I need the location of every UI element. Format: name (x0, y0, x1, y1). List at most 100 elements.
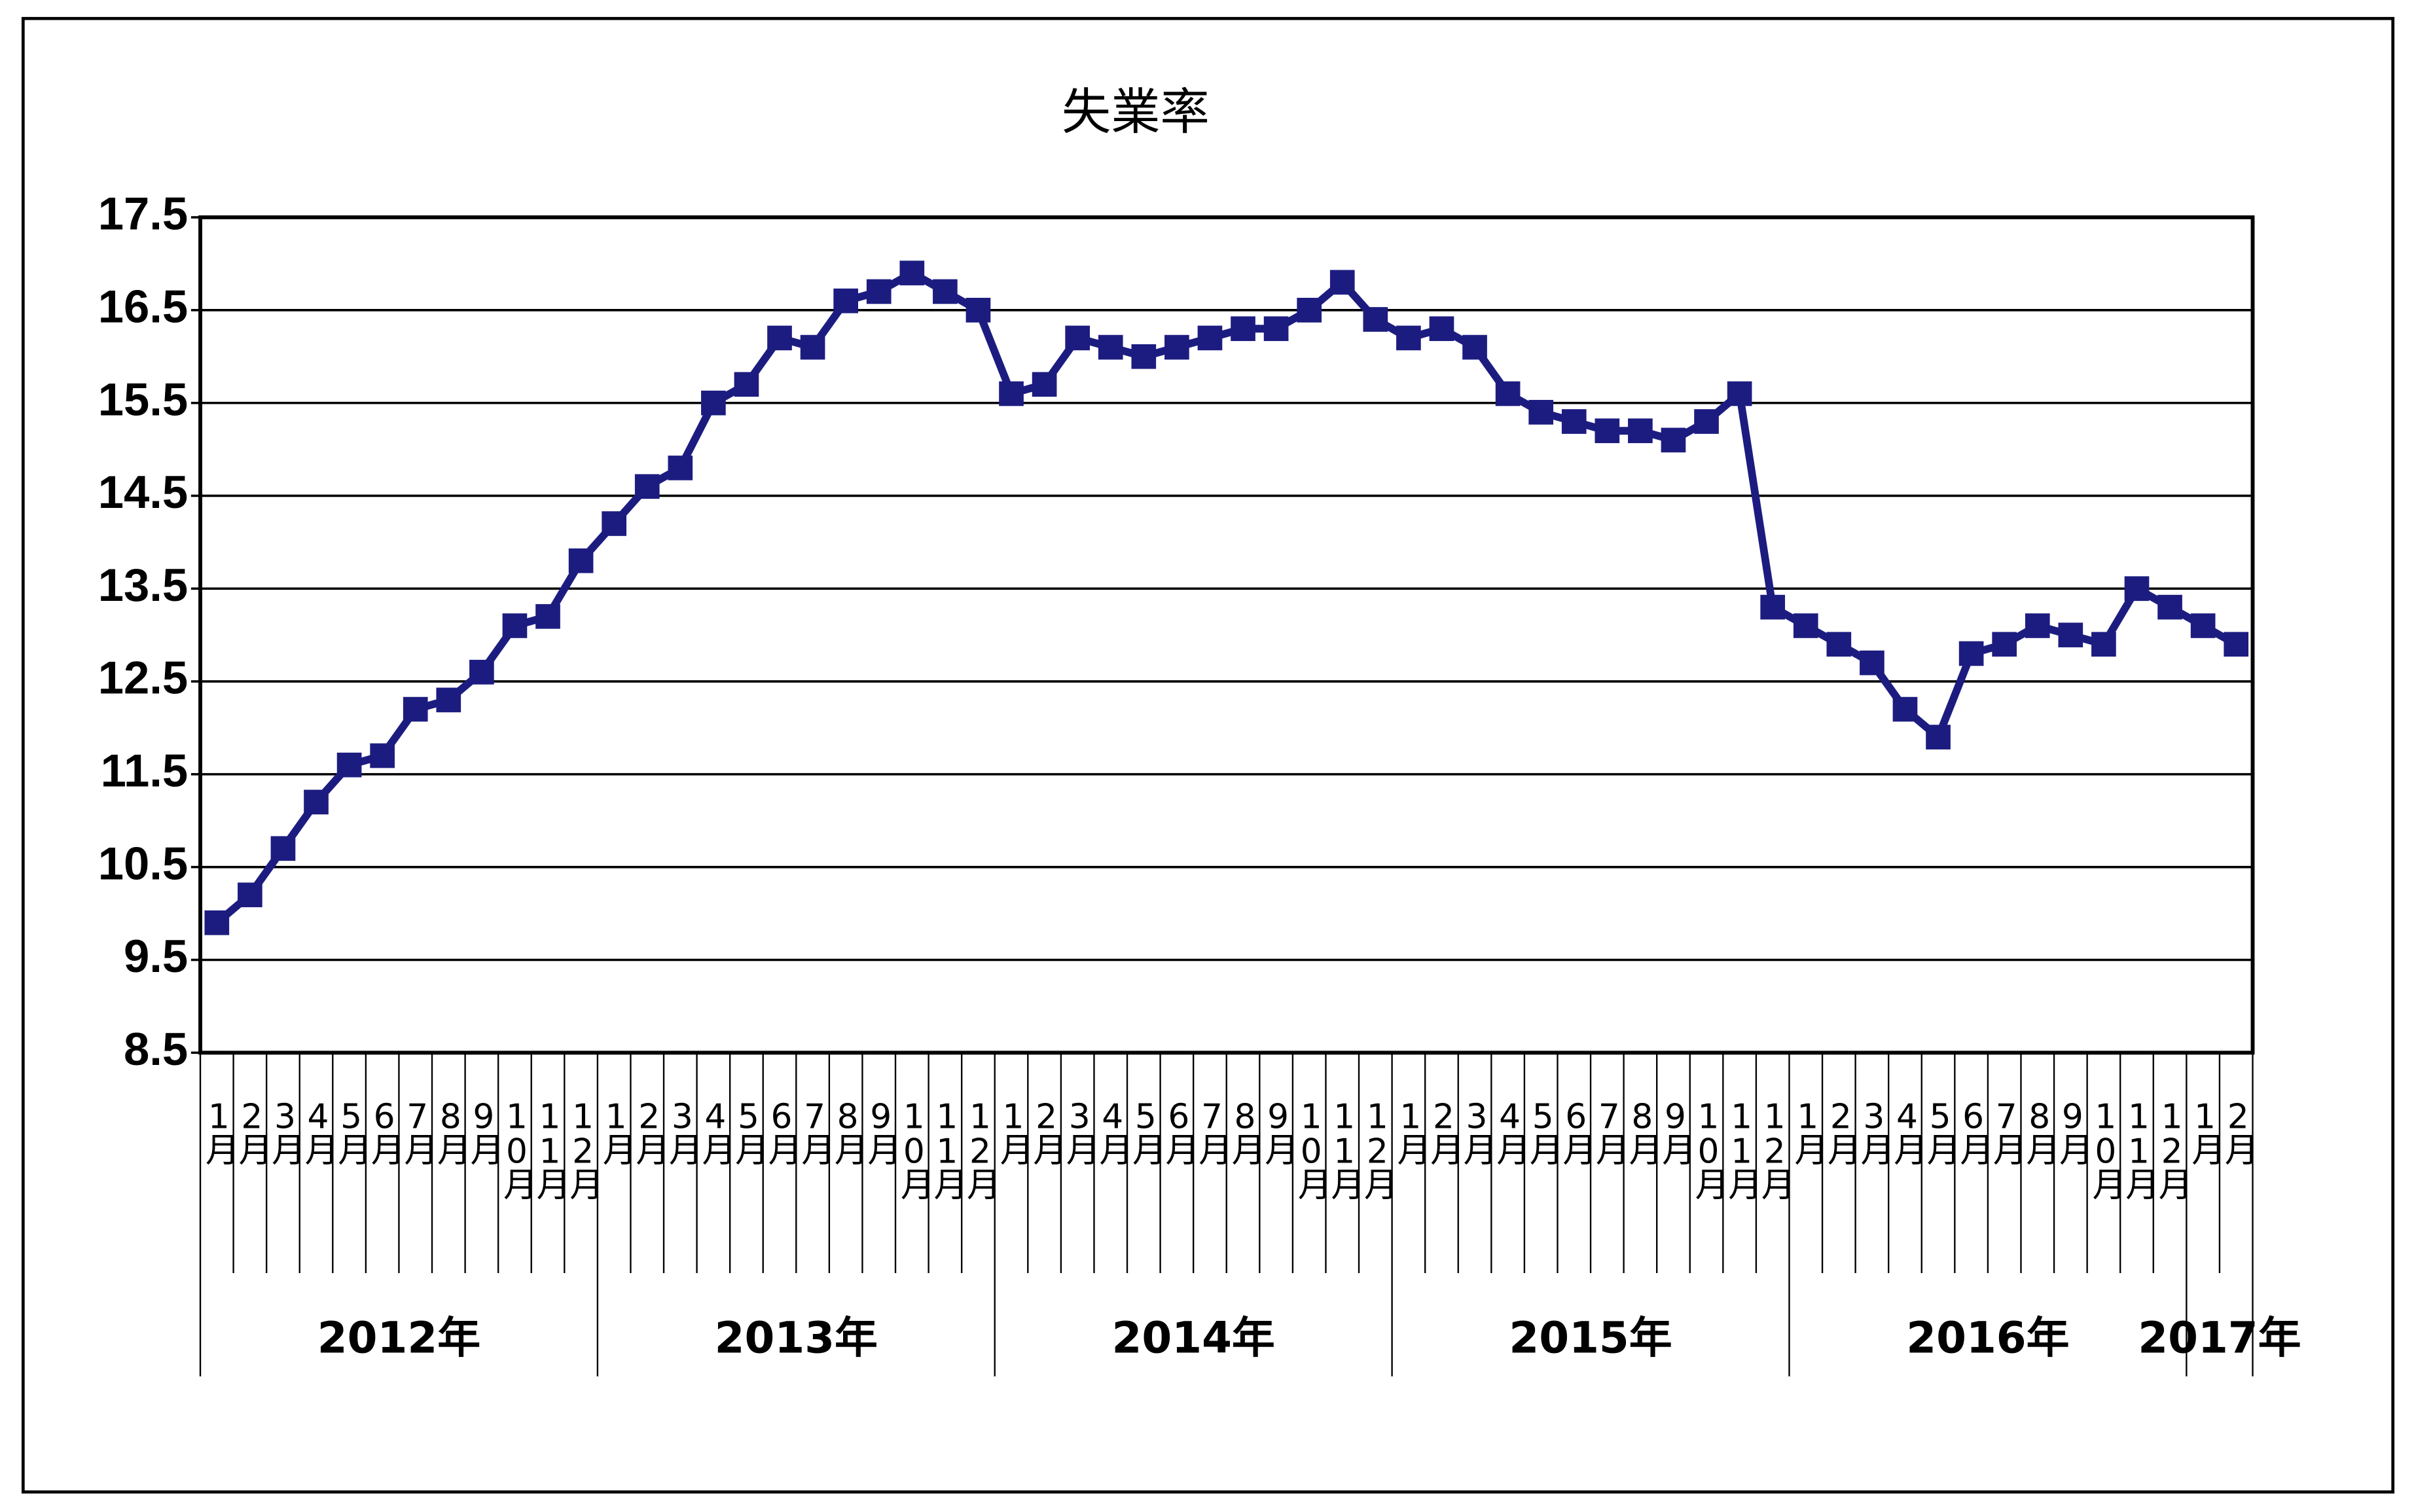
x-tick-label: 2月 (232, 1098, 272, 1166)
x-tick-label: 6月 (762, 1098, 801, 1166)
y-tick-label: 14.5 (98, 466, 188, 518)
x-tick-label: 2月 (1424, 1098, 1463, 1166)
marker (304, 789, 329, 815)
x-tick-label: 12月 (1358, 1098, 1397, 1200)
marker (1131, 344, 1157, 369)
x-tick-label: 3月 (1060, 1098, 1099, 1166)
x-tick-label: 4月 (298, 1098, 338, 1166)
y-tick-label: 9.5 (124, 930, 188, 982)
marker (2025, 613, 2050, 638)
marker (866, 279, 892, 304)
x-tick-label: 5月 (1920, 1098, 1960, 1166)
x-tick-label: 1月 (1788, 1098, 1828, 1166)
marker (1495, 381, 1521, 406)
year-label: 2014年 (1112, 1313, 1275, 1363)
marker (1760, 594, 1786, 620)
marker (1595, 418, 1620, 444)
x-tick-label: 11月 (2119, 1098, 2158, 1200)
marker (1363, 307, 1388, 332)
marker (502, 613, 528, 638)
x-tick-label: 4月 (1490, 1098, 1530, 1166)
y-tick-label: 12.5 (98, 652, 188, 704)
marker (469, 660, 494, 685)
marker (2157, 594, 2182, 620)
x-tick-label: 8月 (2020, 1098, 2059, 1166)
x-tick-label: 12月 (2152, 1098, 2191, 1200)
marker (568, 548, 594, 573)
marker (1032, 372, 1057, 397)
marker (1727, 381, 1752, 406)
x-tick-label: 4月 (1093, 1098, 1132, 1166)
year-label: 2013年 (715, 1313, 878, 1363)
marker (1462, 334, 1487, 360)
marker (1396, 325, 1421, 351)
x-tick-label: 6月 (365, 1098, 404, 1166)
x-tick-label: 6月 (1159, 1098, 1199, 1166)
marker (933, 279, 958, 304)
marker (999, 381, 1024, 406)
marker (535, 603, 560, 629)
x-tick-label: 8月 (1623, 1098, 1662, 1166)
marker (602, 511, 626, 536)
x-tick-label: 5月 (332, 1098, 371, 1166)
marker (2124, 576, 2150, 602)
marker (1958, 641, 1984, 666)
marker (238, 882, 262, 908)
marker (734, 372, 759, 397)
x-tick-label: 1月 (199, 1098, 238, 1166)
marker (2091, 632, 2116, 657)
marker (701, 390, 726, 416)
marker (767, 325, 792, 351)
marker (436, 687, 461, 713)
x-tick-label: 1月 (1391, 1098, 1430, 1166)
year-label: 2015年 (1509, 1313, 1672, 1363)
marker (204, 910, 230, 935)
marker (1860, 650, 1884, 675)
marker (1263, 316, 1289, 342)
marker (1164, 334, 1189, 360)
marker (668, 456, 693, 480)
x-tick-label: 5月 (1126, 1098, 1165, 1166)
x-tick-label: 11月 (1722, 1098, 1761, 1200)
x-tick-label: 8月 (828, 1098, 867, 1166)
x-tick-label: 9月 (861, 1098, 901, 1166)
marker (370, 743, 395, 768)
marker (1694, 409, 1719, 434)
marker (270, 836, 296, 861)
marker (1561, 409, 1587, 434)
x-tick-label: 3月 (265, 1098, 304, 1166)
marker (1329, 270, 1355, 295)
x-tick-label: 2月 (1027, 1098, 1066, 1166)
x-tick-label: 3月 (1457, 1098, 1496, 1166)
x-tick-label: 4月 (1887, 1098, 1926, 1166)
marker (1297, 297, 1322, 323)
chart-border (21, 16, 2395, 1494)
x-tick-label: 3月 (1854, 1098, 1894, 1166)
marker (1628, 418, 1653, 444)
x-tick-label: 7月 (1987, 1098, 2026, 1166)
y-tick-label: 15.5 (98, 373, 188, 425)
marker (1231, 316, 1255, 342)
x-tick-label: 1月 (994, 1098, 1033, 1166)
x-tick-label: 11月 (530, 1098, 569, 1200)
marker (833, 288, 859, 314)
x-tick-label: 9月 (464, 1098, 503, 1166)
x-tick-label: 1月 (2186, 1098, 2225, 1166)
x-tick-label: 8月 (1225, 1098, 1265, 1166)
chart-title: 失業率 (1062, 83, 1210, 141)
marker (800, 334, 825, 360)
x-tick-label: 12月 (564, 1098, 603, 1200)
y-tick-label: 16.5 (98, 280, 188, 332)
marker (1926, 725, 1951, 749)
x-tick-label: 2月 (630, 1098, 669, 1166)
y-tick-label: 17.5 (98, 188, 188, 240)
marker (899, 261, 925, 285)
x-tick-label: 4月 (696, 1098, 735, 1166)
marker (1826, 632, 1852, 657)
x-tick-label: 2月 (2218, 1098, 2258, 1166)
x-tick-label: 7月 (795, 1098, 835, 1166)
marker (1429, 316, 1454, 342)
x-tick-label: 2月 (1821, 1098, 1860, 1166)
x-tick-label: 11月 (928, 1098, 967, 1200)
